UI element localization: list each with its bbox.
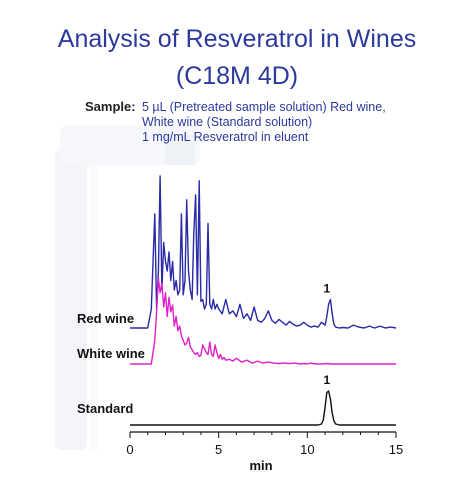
peak-annotation: 1: [323, 373, 330, 387]
plot-area: 0 5 10 15 1 1: [126, 175, 403, 457]
series-label-red-wine: Red wine: [77, 311, 134, 326]
series-line-white-wine: [130, 277, 396, 365]
background-column-illustration: [55, 125, 200, 450]
series-label-white-wine: White wine: [77, 346, 145, 361]
chart-subtitle: (C18M 4D): [176, 62, 298, 90]
series-label-standard: Standard: [77, 401, 133, 416]
peak-annotation: 1: [323, 282, 330, 296]
x-tick-label: 5: [215, 442, 222, 457]
x-tick-label: 10: [300, 442, 314, 457]
x-tick-label: 0: [126, 442, 133, 457]
series-line-red-wine: [130, 175, 397, 329]
sample-line-1: 5 µL (Pretreated sample solution) Red wi…: [142, 100, 386, 114]
sample-line-2: White wine (Standard solution): [142, 115, 312, 129]
x-axis-label: min: [249, 458, 272, 473]
sample-label: Sample:: [85, 99, 136, 114]
chart-title: Analysis of Resveratrol in Wines: [58, 25, 416, 53]
sample-line-3: 1 mg/mL Resveratrol in eluent: [142, 130, 309, 144]
x-tick-label: 15: [389, 442, 403, 457]
series-line-standard: [130, 390, 396, 426]
